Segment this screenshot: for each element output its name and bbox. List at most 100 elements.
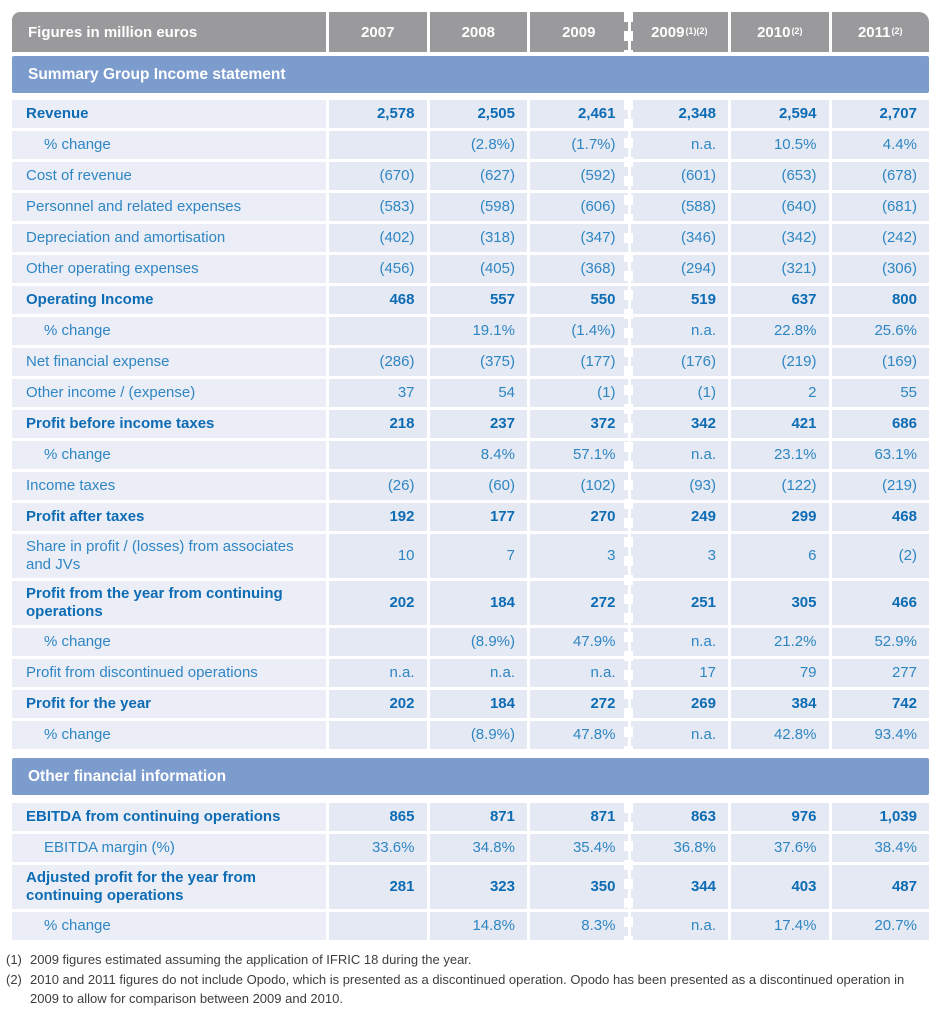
value-cell: 42.8% [731,721,829,749]
value-cell: (286) [329,348,427,376]
table-row: Cost of revenue (670) (627) (592) (601) (653)… [12,162,929,190]
value-cell: 218 [329,410,427,438]
value-cell: (2) [831,534,929,578]
value-cell: 272 [530,581,628,625]
value-cell: (176) [630,348,728,376]
value-cell: (93) [630,472,728,500]
value-cell: 54 [429,379,527,407]
row-label: EBITDA from continuing operations [12,803,326,831]
value-cell: (342) [731,224,829,252]
header-year-2009: 2009 [530,12,628,52]
value-cell: (670) [329,162,427,190]
value-cell: 57.1% [530,441,628,469]
value-cell: n.a. [630,721,728,749]
value-cell: 20.7% [831,912,929,940]
value-cell: 249 [630,503,728,531]
row-label: EBITDA margin (%) [12,834,326,862]
value-cell: 34.8% [429,834,527,862]
value-cell: (8.9%) [429,628,527,656]
value-cell: (640) [731,193,829,221]
value-cell: 21.2% [731,628,829,656]
header-year-2010: 2010 (2) [731,12,829,52]
value-cell: 10.5% [731,131,829,159]
section-title: Other financial information [28,767,227,785]
table-row: Adjusted profit for the year from contin… [12,865,929,909]
value-cell: 237 [429,410,527,438]
value-cell: 184 [429,690,527,718]
value-cell: 865 [329,803,427,831]
section-title: Summary Group Income statement [28,65,286,83]
value-cell: 17.4% [731,912,829,940]
value-cell: (321) [731,255,829,283]
financial-table: Figures in million euros 2007 2008 2009 200… [12,12,929,940]
table-row: % change 8.4% 57.1% n.a. 23.1% 63.1% [12,441,929,469]
value-cell [329,441,427,469]
value-cell: 55 [831,379,929,407]
value-cell: (347) [530,224,628,252]
value-cell: (681) [831,193,929,221]
value-cell: 22.8% [731,317,829,345]
value-cell [329,628,427,656]
value-cell: n.a. [630,131,728,159]
row-label: Other operating expenses [12,255,326,283]
value-cell: 3 [630,534,728,578]
row-label: % change [12,912,326,940]
value-cell: 281 [329,865,427,909]
value-cell: n.a. [329,659,427,687]
row-label: Profit from the year from continuing ope… [12,581,326,625]
value-cell: (678) [831,162,929,190]
value-cell: (583) [329,193,427,221]
value-cell: 8.3% [530,912,628,940]
value-cell: 1,039 [831,803,929,831]
table-row: Income taxes (26) (60) (102) (93) (122) (219) [12,472,929,500]
value-cell: 184 [429,581,527,625]
value-cell: 19.1% [429,317,527,345]
value-cell: (1) [630,379,728,407]
table-header-row: Figures in million euros 2007 2008 2009 200… [12,12,929,52]
value-cell: (588) [630,193,728,221]
table-row: Operating Income 468 557 550 519 637 800 [12,286,929,314]
header-year-2009: 2009 (1)(2) [630,12,728,52]
value-cell: 63.1% [831,441,929,469]
value-cell: (2.8%) [429,131,527,159]
value-cell: 350 [530,865,628,909]
value-cell: 37.6% [731,834,829,862]
value-cell: (318) [429,224,527,252]
value-cell: 871 [429,803,527,831]
value-cell: 2,594 [731,100,829,128]
value-cell: 93.4% [831,721,929,749]
footnote: (2) 2010 and 2011 figures do not include … [6,970,936,1009]
section-band-income-statement: Summary Group Income statement [12,56,929,93]
value-cell: n.a. [630,628,728,656]
value-cell: 742 [831,690,929,718]
value-cell: 2,707 [831,100,929,128]
value-cell: 372 [530,410,628,438]
value-cell: (601) [630,162,728,190]
table-row: Profit from discontinued operations n.a. n… [12,659,929,687]
section-rows-other-financial: EBITDA from continuing operations 865 871 8… [12,803,929,940]
value-cell: 637 [731,286,829,314]
value-cell: 17 [630,659,728,687]
value-cell [329,721,427,749]
table-row: % change 19.1% (1.4%) n.a. 22.8% 25.6% [12,317,929,345]
value-cell: 25.6% [831,317,929,345]
value-cell: 23.1% [731,441,829,469]
table-row: Profit after taxes 192 177 270 249 299 468 [12,503,929,531]
value-cell: 550 [530,286,628,314]
value-cell [329,912,427,940]
value-cell: 10 [329,534,427,578]
value-cell: 269 [630,690,728,718]
value-cell: (405) [429,255,527,283]
value-cell: 4.4% [831,131,929,159]
table-row: EBITDA margin (%) 33.6% 34.8% 35.4% 36.8% 37.… [12,834,929,862]
footnote-marker: (2) [6,971,22,987]
value-cell: 14.8% [429,912,527,940]
table-row: Depreciation and amortisation (402) (318)(… [12,224,929,252]
row-label: Operating Income [12,286,326,314]
value-cell: 277 [831,659,929,687]
footnote-text: 2009 figures estimated assuming the appl… [30,952,472,967]
value-cell: (102) [530,472,628,500]
value-cell: 299 [731,503,829,531]
header-year-2011: 2011 (2) [831,12,929,52]
table-row: Other operating expenses (456) (405) (368)(… [12,255,929,283]
